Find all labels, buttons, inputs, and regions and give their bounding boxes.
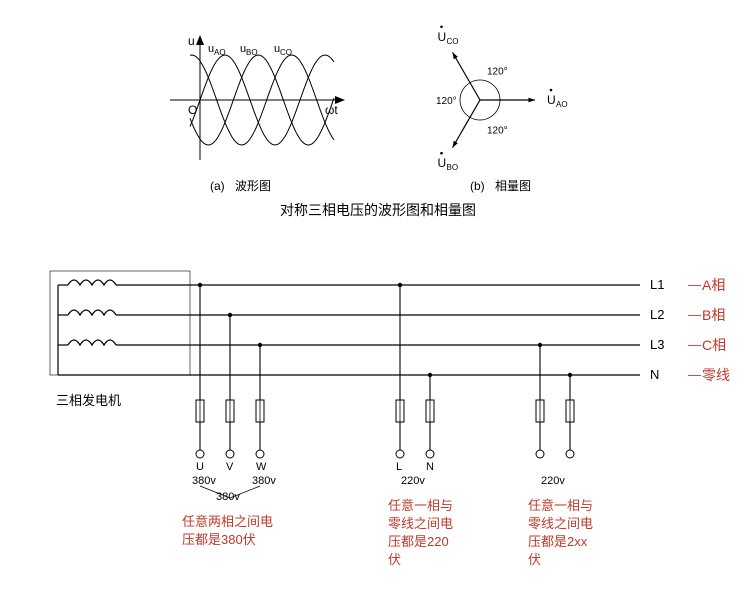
terminal-0-1	[226, 450, 234, 458]
coil-2	[68, 340, 116, 345]
terminal-lbl-0-1: V	[226, 461, 234, 473]
phasor-head-2	[453, 141, 458, 148]
note-1-0: 任意一相与	[388, 498, 453, 513]
diagram-canvas: uωtOuAOuBOuCO(a)波形图UAOUCOUBO120°120°120°…	[0, 0, 756, 600]
line-code-L1: L1	[650, 277, 664, 292]
line-code-L2: L2	[650, 307, 664, 322]
phasor-lbl-1: U	[438, 30, 447, 44]
wave-caption-a: (a)	[210, 179, 225, 193]
note-2-0: 任意一相与	[528, 498, 593, 513]
phasor-arrow-1	[453, 52, 481, 100]
angle-lbl-0: 120°	[487, 67, 508, 78]
angle-lbl-2: 120°	[487, 125, 508, 136]
terminal-1-1	[426, 450, 434, 458]
note-2-2: 压都是2xx	[528, 534, 588, 549]
v-0-0: 380v	[192, 475, 216, 487]
phasor-arrow-2	[453, 100, 481, 148]
terminal-lbl-0-2: W	[256, 461, 267, 473]
phasor-dot-0	[550, 89, 553, 92]
coil-1	[68, 310, 116, 315]
phasor-head-0	[528, 98, 535, 103]
phase-label-L3: C相	[702, 337, 726, 353]
generator-box	[50, 271, 190, 375]
phasor-head-1	[453, 52, 458, 59]
terminal-lbl-1-0: L	[396, 461, 402, 473]
terminal-1-0	[396, 450, 404, 458]
y-arrow	[196, 35, 204, 45]
phase-label-N: 零线	[702, 367, 730, 383]
terminal-0-2	[256, 450, 264, 458]
label: AO	[556, 100, 568, 109]
note-0-0: 任意两相之间电	[182, 514, 273, 529]
terminal-lbl-0-0: U	[196, 461, 204, 473]
generator-label: 三相发电机	[56, 393, 121, 408]
phase-label-L2: B相	[702, 307, 725, 323]
label: CO	[280, 48, 292, 57]
v-1: 220v	[401, 475, 425, 487]
note-1-2: 压都是220	[388, 534, 449, 549]
label: CO	[447, 37, 459, 46]
v-0-1: 380v	[252, 475, 276, 487]
phasor-dot-1	[440, 25, 443, 28]
phasor-caption-b-text: 相量图	[495, 179, 531, 193]
coil-0	[68, 280, 116, 285]
line-code-N: N	[650, 367, 659, 382]
note-1-3: 伏	[388, 552, 401, 567]
wave-caption-a-text: 波形图	[235, 179, 271, 193]
diagram-svg: uωtOuAOuBOuCO(a)波形图UAOUCOUBO120°120°120°…	[0, 0, 756, 600]
label: AO	[214, 48, 226, 57]
phasor-dot-2	[440, 152, 443, 155]
note-1-1: 零线之间电	[388, 516, 453, 531]
v-0-2: 380v	[216, 491, 240, 503]
v-2: 220v	[541, 475, 565, 487]
angle-lbl-1: 120°	[436, 96, 457, 107]
phasor-caption-b: (b)	[470, 179, 485, 193]
note-2-3: 伏	[528, 552, 541, 567]
label: —	[688, 337, 701, 352]
phasor-lbl-0: U	[547, 93, 556, 107]
line-code-L3: L3	[650, 337, 664, 352]
label: —	[688, 307, 701, 322]
overall-caption: 对称三相电压的波形图和相量图	[280, 202, 476, 218]
label: —	[688, 367, 701, 382]
angle-arc-1	[460, 83, 470, 118]
note-0-1: 压都是380伏	[182, 532, 256, 547]
phase-label-L1: A相	[702, 277, 725, 293]
note-2-1: 零线之间电	[528, 516, 593, 531]
phasor-lbl-2: U	[438, 156, 447, 170]
terminal-0-0	[196, 450, 204, 458]
y-label: u	[188, 34, 195, 48]
label: BO	[447, 163, 459, 172]
terminal-lbl-1-1: N	[426, 461, 434, 473]
label: BO	[246, 48, 258, 57]
terminal-2-1	[566, 450, 574, 458]
label: —	[688, 277, 701, 292]
terminal-2-0	[536, 450, 544, 458]
